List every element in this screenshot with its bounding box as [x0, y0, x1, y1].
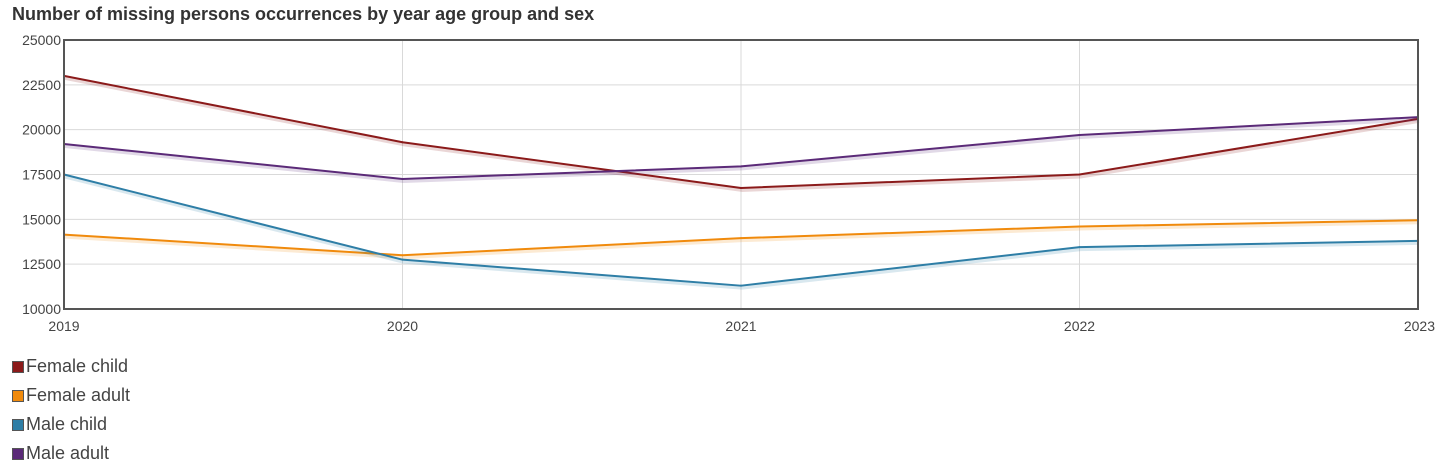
series-lines: [63, 74, 1420, 290]
chart-title: Number of missing persons occurrences by…: [12, 4, 595, 24]
x-tick-label: 2020: [387, 318, 418, 334]
data-point: [401, 254, 404, 257]
data-point: [1078, 134, 1081, 137]
legend-label: Male child: [26, 414, 108, 434]
y-tick-label: 22500: [22, 77, 61, 93]
x-tick-label: 2022: [1064, 318, 1095, 334]
legend-swatch: [12, 418, 24, 431]
legend-label: Male adult: [26, 443, 110, 463]
data-point: [740, 237, 742, 240]
data-point: [740, 165, 742, 168]
data-point: [401, 177, 404, 180]
y-tick-label: 17500: [22, 167, 61, 183]
data-point: [740, 186, 742, 189]
legend-item: Female adult: [12, 381, 130, 410]
legend-label: Female adult: [26, 385, 131, 405]
legend-swatch: [12, 389, 24, 402]
data-point: [1078, 173, 1081, 176]
data-point: [401, 258, 404, 261]
grid-lines: [63, 39, 1419, 310]
x-tick-label: 2023: [1404, 318, 1435, 334]
data-point: [1078, 225, 1081, 228]
x-axis-ticks: 2019 2020 2021 2022 2023: [48, 318, 1435, 334]
legend-item: Male child: [12, 410, 130, 439]
series-line-shadow: [64, 220, 1420, 260]
line-chart: 10000 12500 15000 17500 20000 22500 25000 2019…: [22, 32, 1435, 334]
plot-frame: [63, 39, 1419, 310]
series-line-shadow: [64, 174, 1420, 290]
y-tick-label: 12500: [22, 256, 61, 272]
y-tick-label: 25000: [22, 32, 61, 48]
y-axis-ticks: 10000 12500 15000 17500 20000 22500 25000: [22, 32, 61, 317]
data-point: [1078, 246, 1081, 249]
legend-item: Female child: [12, 352, 130, 381]
y-tick-label: 20000: [22, 122, 61, 138]
x-tick-label: 2019: [48, 318, 79, 334]
legend-swatch: [12, 447, 24, 460]
legend-label: Female child: [26, 356, 129, 376]
legend-swatch: [12, 360, 24, 373]
data-point: [740, 284, 742, 287]
legend-item: Male adult: [12, 439, 130, 468]
data-point: [401, 141, 404, 144]
y-tick-label: 15000: [22, 211, 61, 227]
x-tick-label: 2021: [725, 318, 756, 334]
y-tick-label: 10000: [22, 301, 61, 317]
series-line-shadow: [64, 75, 1420, 192]
series-line-shadow: [64, 117, 1420, 183]
legend: Female child Female adult Male child Male a…: [12, 352, 130, 468]
